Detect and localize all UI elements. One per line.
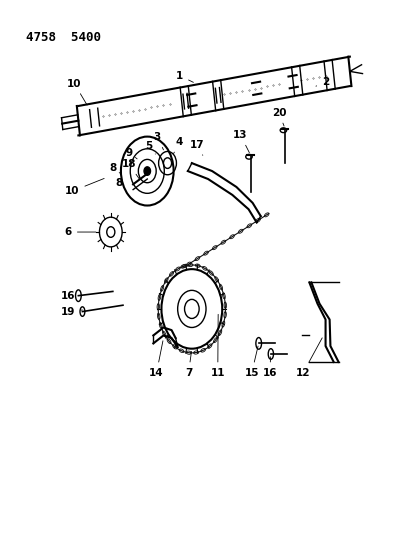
Text: 3: 3 [154,132,164,150]
Text: 5: 5 [146,141,155,154]
Text: 8: 8 [115,177,122,188]
Circle shape [144,167,151,175]
Text: 15: 15 [244,346,259,377]
Text: 4758  5400: 4758 5400 [26,30,101,44]
Text: 1: 1 [176,70,193,82]
Text: 16: 16 [61,290,78,301]
Text: 13: 13 [233,130,249,152]
Text: 20: 20 [272,108,286,126]
Text: 12: 12 [296,338,322,377]
Text: 6: 6 [64,227,96,237]
Text: 2: 2 [316,77,329,87]
Text: 18: 18 [122,159,140,180]
Text: 8: 8 [109,164,121,174]
Text: 14: 14 [149,341,164,377]
Text: 10: 10 [67,78,87,105]
Text: 16: 16 [262,357,277,377]
Text: 11: 11 [211,314,225,377]
Text: 9: 9 [126,148,137,159]
Text: 19: 19 [61,306,82,317]
Text: 10: 10 [65,179,104,196]
Text: 7: 7 [185,351,192,377]
Text: 4: 4 [174,137,183,154]
Text: 17: 17 [190,140,205,155]
